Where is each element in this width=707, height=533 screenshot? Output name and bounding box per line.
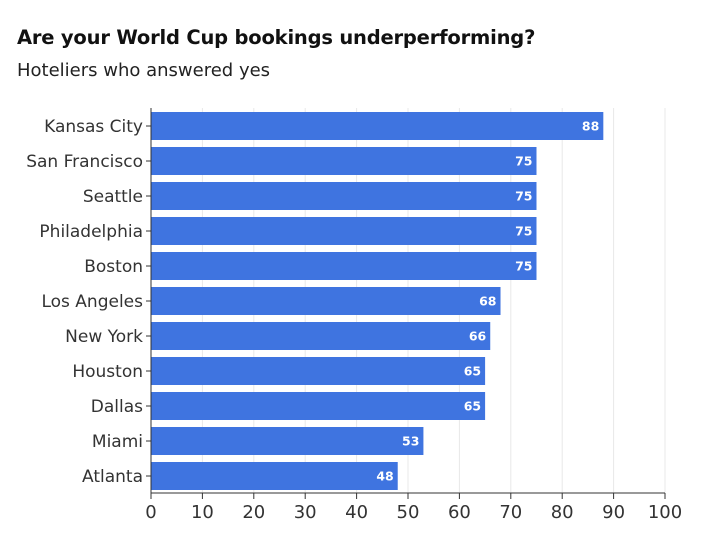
bar-atlanta — [151, 462, 398, 490]
x-tick-label-50: 50 — [397, 502, 420, 523]
category-label-dallas: Dallas — [91, 397, 143, 417]
value-label-new-york: 66 — [469, 329, 487, 344]
category-label-kansas-city: Kansas City — [44, 117, 143, 137]
x-tick-label-10: 10 — [191, 502, 214, 523]
bar-dallas — [151, 392, 486, 420]
x-tick-label-60: 60 — [448, 502, 471, 523]
value-label-atlanta: 48 — [376, 469, 393, 484]
bar-houston — [151, 357, 486, 385]
x-tick-label-90: 90 — [602, 502, 625, 523]
value-label-seattle: 75 — [515, 189, 532, 204]
x-tick-label-30: 30 — [294, 502, 317, 523]
value-label-los-angeles: 68 — [479, 294, 496, 309]
x-tick-label-20: 20 — [242, 502, 265, 523]
bar-boston — [151, 252, 537, 280]
value-label-dallas: 65 — [464, 399, 481, 414]
bar-miami — [151, 427, 424, 455]
category-label-seattle: Seattle — [83, 187, 143, 207]
category-label-houston: Houston — [72, 362, 143, 382]
axes: 0 10 20 30 40 50 60 70 80 90 100 Kansas City San Fra… — [26, 108, 682, 523]
bar-seattle — [151, 182, 537, 210]
value-label-kansas-city: 88 — [582, 119, 599, 134]
value-label-boston: 75 — [515, 259, 532, 274]
chart-subtitle: Hoteliers who answered yes — [17, 60, 271, 81]
value-label-miami: 53 — [402, 434, 419, 449]
category-label-philadelphia: Philadelphia — [39, 222, 143, 242]
x-tick-label-0: 0 — [145, 502, 156, 523]
category-label-atlanta: Atlanta — [82, 467, 143, 487]
bar-philadelphia — [151, 217, 537, 245]
bar-kansas-city — [151, 112, 604, 140]
category-label-new-york: New York — [65, 327, 143, 347]
chart-title: Are your World Cup bookings underperform… — [17, 26, 536, 49]
value-label-san-francisco: 75 — [515, 154, 532, 169]
bars: 88 75 75 75 75 68 66 65 65 53 48 — [151, 112, 604, 490]
bar-san-francisco — [151, 147, 537, 175]
x-tick-label-40: 40 — [345, 502, 368, 523]
category-label-miami: Miami — [92, 432, 143, 452]
x-tick-label-70: 70 — [499, 502, 522, 523]
value-label-houston: 65 — [464, 364, 481, 379]
category-label-san-francisco: San Francisco — [26, 152, 143, 172]
bar-los-angeles — [151, 287, 501, 315]
x-tick-label-80: 80 — [551, 502, 574, 523]
category-label-los-angeles: Los Angeles — [41, 292, 143, 312]
bar-new-york — [151, 322, 491, 350]
value-label-philadelphia: 75 — [515, 224, 532, 239]
x-tick-label-100: 100 — [648, 502, 682, 523]
category-label-boston: Boston — [84, 257, 143, 277]
